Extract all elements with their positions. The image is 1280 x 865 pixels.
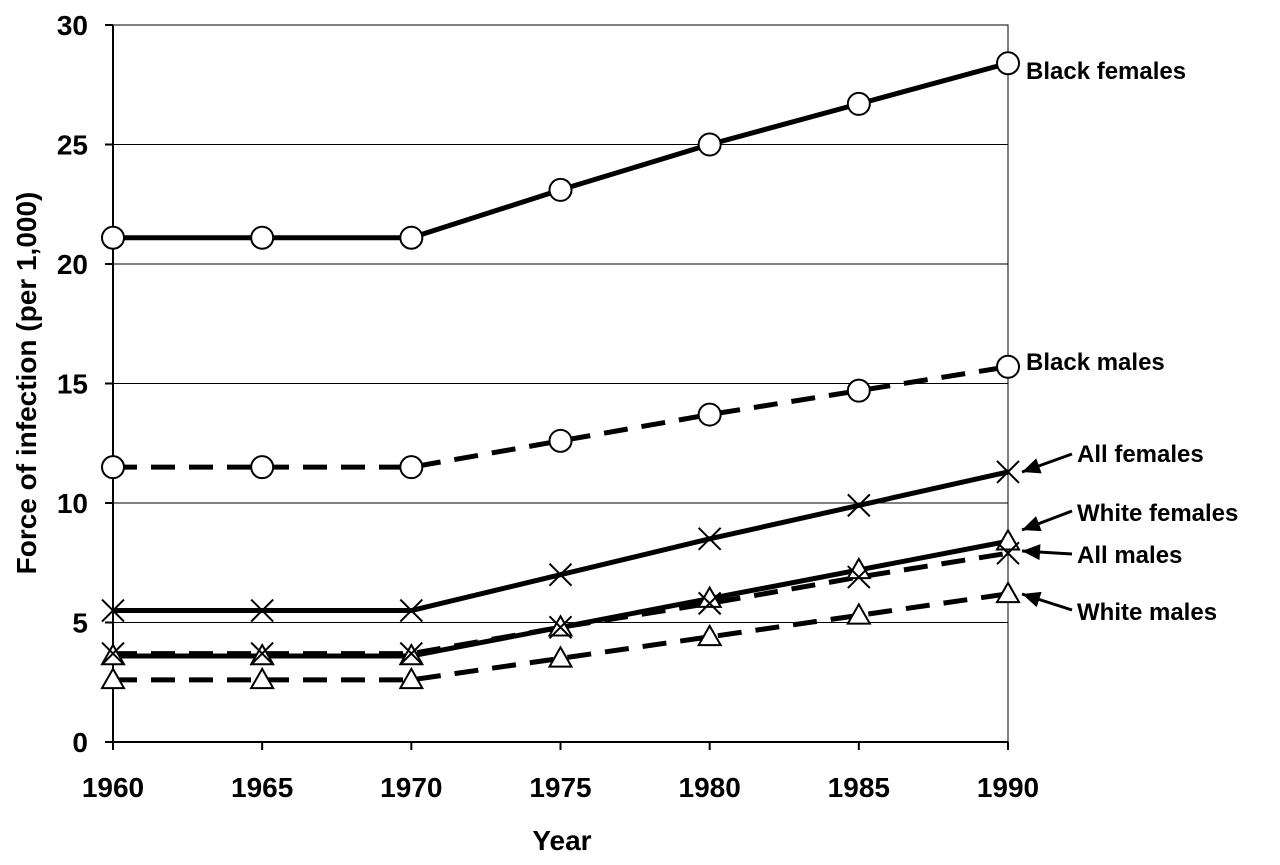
triangle-marker: [547, 645, 574, 668]
y-tick-label: 30: [57, 10, 88, 41]
x-tick-label: 1990: [977, 772, 1039, 803]
y-tick-label: 5: [72, 608, 88, 639]
x-marker: [101, 598, 125, 623]
x-marker: [548, 562, 573, 587]
circle-marker: [399, 455, 424, 480]
x-marker: [996, 460, 1020, 484]
x-marker: [996, 541, 1020, 565]
y-tick-label: 25: [57, 130, 88, 161]
label-arrowhead: [1022, 544, 1041, 561]
circle-marker: [250, 225, 275, 250]
circle-marker: [996, 51, 1020, 76]
circle-marker: [101, 225, 125, 250]
x-marker: [847, 493, 871, 518]
x-marker: [697, 527, 722, 551]
y-tick-label: 0: [72, 727, 88, 758]
x-marker: [548, 615, 573, 639]
x-marker: [101, 641, 125, 666]
x-tick-label: 1980: [679, 772, 741, 803]
x-marker: [399, 641, 424, 666]
series-lines: [113, 60, 1009, 683]
label-arrowhead: [1022, 591, 1042, 608]
circle-marker: [846, 378, 871, 403]
x-tick-label: 1965: [231, 772, 293, 803]
triangle-marker: [398, 666, 425, 690]
x-marker: [697, 591, 722, 616]
circle-marker: [548, 428, 573, 453]
labels: Black females Black males All females White…: [1021, 58, 1238, 626]
x-tick-label: 1975: [529, 772, 591, 803]
x-tick-label: 1970: [380, 772, 442, 803]
label-arrowhead: [1022, 516, 1042, 532]
axes: 0 5 10 15 20 25 30 1960 1965 1970 1975 1980 1985 1990: [57, 10, 1039, 803]
x-tick-label: 1985: [828, 772, 890, 803]
circle-marker: [697, 132, 722, 157]
series-label: White females: [1077, 500, 1238, 527]
series-label: All males: [1077, 542, 1182, 569]
circle-marker: [996, 354, 1020, 379]
y-tick-label: 10: [57, 488, 88, 519]
circle-marker: [846, 91, 871, 116]
circle-marker: [101, 455, 125, 480]
triangle-marker: [995, 528, 1021, 551]
x-marker: [250, 598, 274, 623]
y-tick-label: 20: [57, 249, 88, 280]
triangle-marker: [100, 666, 126, 690]
circle-marker: [250, 455, 275, 480]
triangle-marker: [995, 580, 1021, 604]
triangle-marker: [846, 602, 872, 625]
series-label: All females: [1077, 441, 1204, 468]
x-marker: [399, 598, 424, 623]
label-arrowhead: [1022, 458, 1042, 474]
y-axis-title: Force of infection (per 1,000): [11, 192, 42, 575]
y-tick-label: 15: [57, 369, 88, 400]
triangle-marker: [696, 623, 723, 647]
series-line: [113, 469, 1009, 614]
x-axis-title: Year: [532, 825, 591, 856]
series-label: White males: [1077, 599, 1217, 626]
series-label: Black males: [1026, 349, 1165, 376]
series-line: [113, 538, 1009, 659]
circle-marker: [697, 402, 722, 427]
series-label: Black females: [1026, 58, 1186, 85]
x-marker: [847, 565, 871, 589]
x-marker: [250, 641, 274, 666]
triangle-marker: [249, 666, 275, 690]
circle-marker: [548, 177, 573, 202]
circle-marker: [399, 225, 424, 250]
x-tick-label: 1960: [82, 772, 144, 803]
series-line: [113, 60, 1009, 241]
data-markers: [100, 51, 1021, 690]
